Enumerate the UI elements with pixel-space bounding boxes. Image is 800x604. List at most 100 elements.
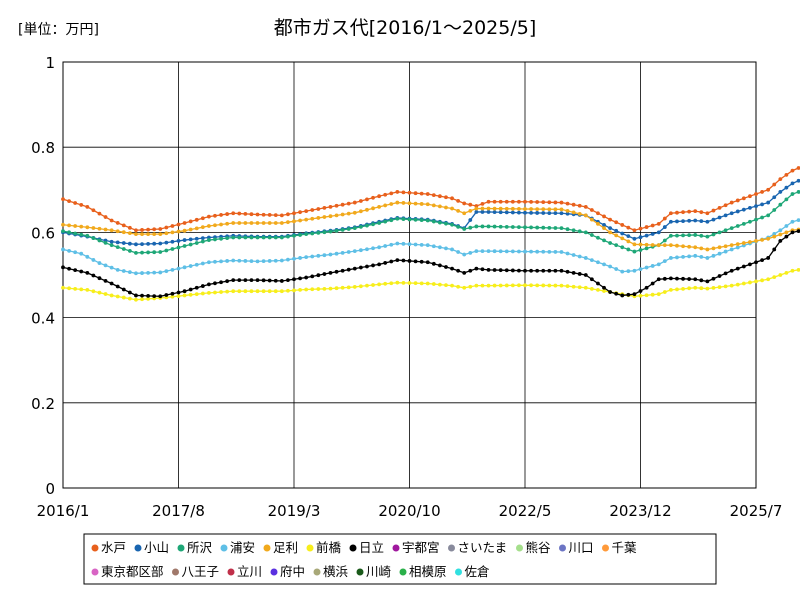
data-point bbox=[480, 267, 485, 272]
data-point bbox=[772, 182, 777, 187]
data-point bbox=[650, 292, 655, 297]
data-point bbox=[784, 197, 789, 202]
series-水戸 bbox=[61, 166, 800, 233]
data-point bbox=[225, 279, 230, 284]
data-point bbox=[510, 283, 515, 288]
data-point bbox=[170, 224, 175, 228]
data-point bbox=[480, 210, 485, 214]
chart-title: 都市ガス代[2016/1～2025/5] bbox=[274, 17, 537, 39]
data-point bbox=[413, 242, 418, 247]
data-point bbox=[346, 227, 351, 231]
data-point bbox=[735, 209, 740, 214]
data-point bbox=[206, 290, 211, 295]
data-point bbox=[547, 268, 552, 273]
data-point bbox=[492, 206, 497, 211]
data-point bbox=[431, 261, 436, 266]
data-point bbox=[316, 207, 321, 211]
data-point bbox=[705, 279, 710, 284]
data-point bbox=[462, 227, 467, 231]
data-point bbox=[67, 223, 71, 228]
data-point bbox=[407, 242, 412, 247]
legend-marker bbox=[270, 568, 278, 576]
data-point bbox=[304, 287, 309, 292]
data-point bbox=[486, 224, 491, 229]
y-tick-label: 0.8 bbox=[31, 139, 55, 157]
data-point bbox=[61, 247, 65, 252]
data-point bbox=[407, 281, 412, 285]
data-point bbox=[152, 270, 157, 275]
data-point bbox=[79, 224, 84, 229]
legend-label: 所沢 bbox=[187, 540, 213, 555]
data-point bbox=[170, 291, 175, 296]
data-point bbox=[140, 228, 144, 232]
data-point bbox=[358, 224, 363, 229]
data-point bbox=[681, 286, 685, 291]
data-point bbox=[523, 207, 527, 211]
data-point bbox=[535, 207, 540, 212]
data-point bbox=[565, 211, 570, 216]
data-point bbox=[541, 268, 546, 273]
data-point bbox=[450, 283, 454, 288]
data-point bbox=[115, 221, 120, 225]
data-point bbox=[559, 211, 564, 216]
data-point bbox=[164, 248, 169, 253]
data-point bbox=[675, 287, 679, 292]
data-point bbox=[91, 208, 96, 213]
data-point bbox=[79, 232, 84, 237]
data-point bbox=[553, 207, 558, 212]
data-point bbox=[170, 247, 175, 251]
data-point bbox=[614, 233, 619, 238]
data-point bbox=[61, 197, 65, 202]
data-point bbox=[437, 204, 442, 209]
data-point bbox=[523, 268, 527, 273]
data-point bbox=[304, 217, 309, 222]
data-point bbox=[626, 225, 631, 230]
data-point bbox=[602, 262, 606, 267]
data-point bbox=[760, 278, 764, 283]
legend-label: 日立 bbox=[359, 540, 384, 555]
data-point bbox=[395, 200, 400, 205]
data-point bbox=[790, 192, 795, 196]
data-point bbox=[395, 190, 400, 194]
data-point bbox=[565, 251, 570, 256]
data-point bbox=[267, 213, 272, 217]
data-point bbox=[668, 276, 673, 281]
series-line bbox=[62, 190, 800, 254]
data-point bbox=[632, 292, 637, 297]
data-point bbox=[103, 227, 108, 232]
data-point bbox=[559, 283, 564, 288]
data-point bbox=[675, 243, 679, 248]
data-point bbox=[200, 239, 205, 244]
data-point bbox=[790, 168, 795, 173]
data-point bbox=[206, 260, 211, 265]
data-point bbox=[687, 233, 692, 238]
data-point bbox=[334, 213, 339, 218]
data-point bbox=[796, 190, 800, 194]
data-point bbox=[474, 283, 479, 288]
data-point bbox=[547, 249, 552, 254]
data-point bbox=[127, 296, 132, 301]
data-point bbox=[286, 278, 290, 283]
data-point bbox=[237, 235, 242, 240]
series-前橋 bbox=[61, 267, 800, 302]
data-point bbox=[188, 237, 193, 242]
data-point bbox=[729, 211, 734, 216]
data-point bbox=[602, 223, 606, 227]
data-point bbox=[796, 218, 800, 223]
legend-marker bbox=[448, 544, 455, 552]
data-point bbox=[760, 258, 764, 262]
data-point bbox=[365, 223, 369, 228]
data-point bbox=[176, 266, 181, 271]
x-tick-label: 2022/5 bbox=[499, 502, 552, 520]
data-point bbox=[450, 247, 454, 252]
data-point bbox=[292, 219, 296, 224]
legend-marker bbox=[392, 544, 400, 552]
data-point bbox=[140, 232, 144, 237]
data-point bbox=[687, 277, 692, 281]
data-point bbox=[535, 249, 540, 254]
data-point bbox=[681, 210, 685, 215]
data-point bbox=[328, 214, 333, 219]
data-point bbox=[103, 263, 108, 268]
data-point bbox=[462, 285, 467, 290]
data-point bbox=[589, 208, 594, 212]
